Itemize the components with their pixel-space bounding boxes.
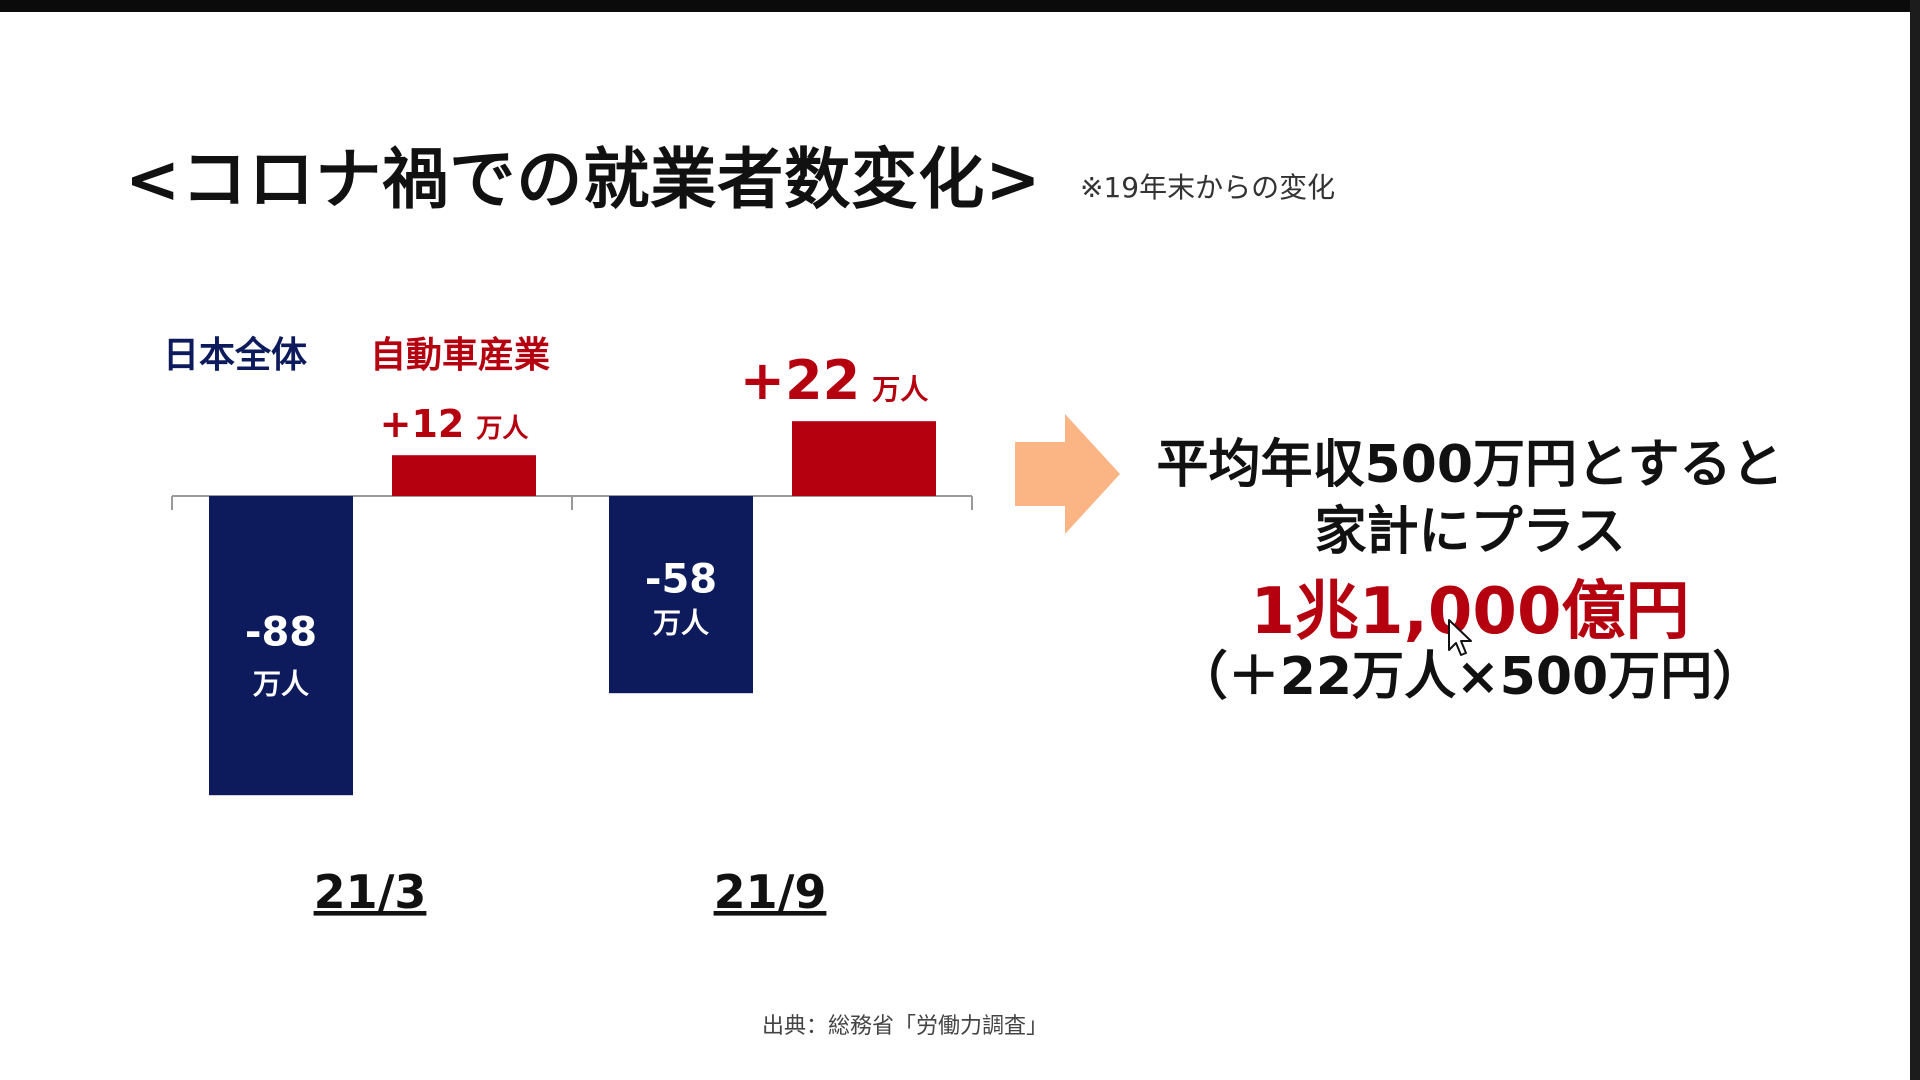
summary-line-amount: 1兆1,000億円 [1250, 575, 1690, 649]
bar-japan-21-9 [609, 496, 753, 694]
data-label-japan-21-3: -88 [245, 610, 317, 656]
bar-auto-21-3 [392, 455, 536, 496]
bar-japan-21-3 [209, 496, 353, 796]
mouse-cursor-icon [1448, 619, 1472, 656]
right-arrow-icon [1015, 414, 1120, 534]
summary-line-formula: （＋22万人×500万円） [1175, 647, 1765, 707]
summary-line-household: 家計にプラス [1314, 502, 1626, 562]
data-label-japan-21-9: -58 [645, 557, 717, 603]
data-label-auto-21-3: +12 万人 [380, 402, 529, 446]
x-tick-label-21-3: 21/3 [314, 865, 427, 919]
legend-japan: 日本全体 [163, 335, 308, 376]
slide: <コロナ禍での就業者数変化> ※19年末からの変化 日本全体 自動車産業 -88… [0, 12, 1910, 1080]
title-note: ※19年末からの変化 [1080, 171, 1336, 204]
data-label-auto-21-9: +22 万人 [740, 349, 928, 412]
slide-title: <コロナ禍での就業者数変化> [125, 141, 1042, 218]
window-edge [1910, 0, 1920, 1080]
bar-auto-21-9 [792, 421, 936, 496]
data-label-unit-japan-21-3: 万人 [253, 668, 309, 701]
x-tick-label-21-9: 21/9 [714, 865, 827, 919]
data-label-unit-japan-21-9: 万人 [653, 607, 709, 640]
source-note: 出典：総務省「労働力調査」 [762, 1014, 1049, 1039]
summary-line-income: 平均年収500万円とすると [1156, 435, 1784, 495]
legend-auto: 自動車産業 [370, 335, 551, 376]
employment-bar-chart: -88 万人 +12 万人 21/3 -58 万人 +22 万人 21/9 [171, 349, 973, 919]
